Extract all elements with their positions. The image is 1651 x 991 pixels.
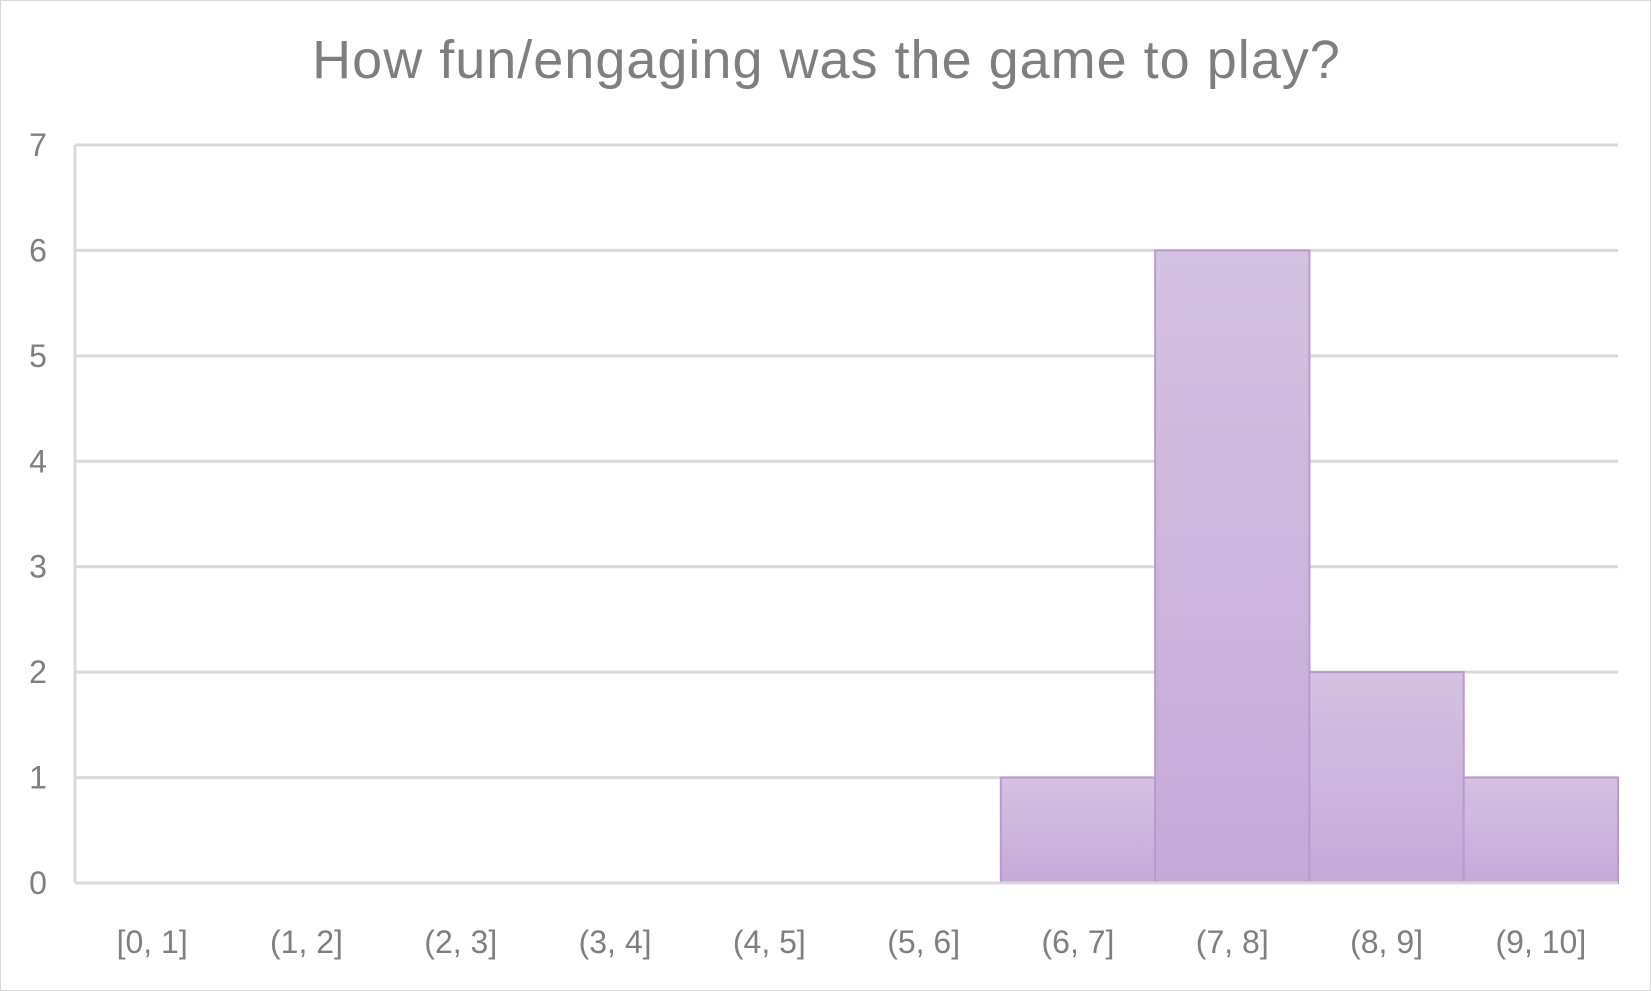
bar-7: [1154, 249, 1311, 884]
x-tick-label-1: (1, 2]: [270, 924, 343, 960]
y-tick-labels: 0 1 2 3 4 5 6 7: [29, 127, 47, 901]
x-tick-label-0: [0, 1]: [117, 924, 188, 960]
x-tick-label-6: (6, 7]: [1041, 924, 1114, 960]
y-tick-label-2: 2: [29, 654, 47, 690]
x-tick-label-8: (8, 9]: [1350, 924, 1423, 960]
x-tick-label-4: (4, 5]: [733, 924, 806, 960]
gridlines: [75, 143, 1618, 780]
y-tick-label-0: 0: [29, 865, 47, 901]
chart-title: How fun/engaging was the game to play?: [312, 30, 1341, 90]
x-tick-label-2: (2, 3]: [424, 924, 497, 960]
y-tick-label-3: 3: [29, 549, 47, 585]
x-tick-label-5: (5, 6]: [887, 924, 960, 960]
bar-6: [999, 776, 1157, 884]
x-tick-label-9: (9, 10]: [1495, 924, 1586, 960]
y-tick-label-7: 7: [29, 127, 47, 163]
y-tick-label-6: 6: [29, 232, 47, 268]
bar-9: [1462, 776, 1619, 884]
y-tick-label-5: 5: [29, 338, 47, 374]
x-tick-label-7: (7, 8]: [1196, 924, 1269, 960]
x-tick-labels: [0, 1] (1, 2] (2, 3] (3, 4] (4, 5] (5, 6] (6, …: [117, 924, 1587, 960]
axes: [73, 145, 1618, 885]
y-tick-label-4: 4: [29, 443, 47, 479]
x-tick-label-3: (3, 4]: [579, 924, 652, 960]
bar-8: [1308, 671, 1465, 885]
y-tick-label-1: 1: [29, 760, 47, 796]
